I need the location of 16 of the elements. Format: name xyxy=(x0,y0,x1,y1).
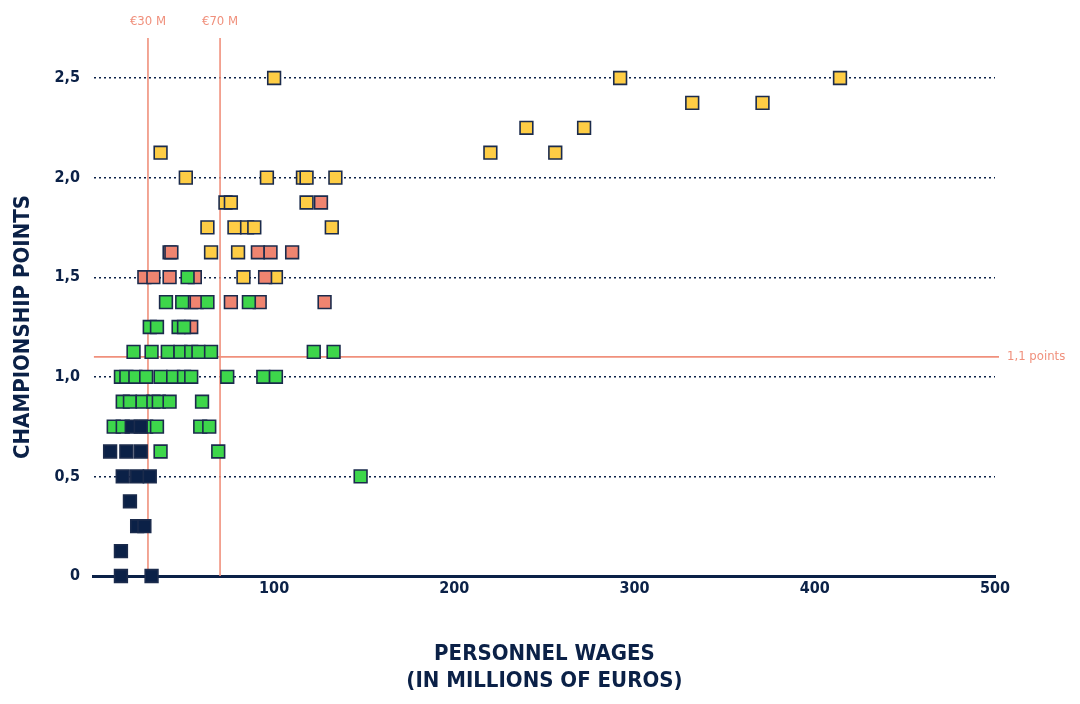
x-tick-label: 500 xyxy=(979,577,1011,597)
y-tick-label: 2,5 xyxy=(54,67,80,87)
x-tick-label: 300 xyxy=(619,577,650,597)
y-axis-title: CHAMPIONSHIP POINTS xyxy=(8,195,34,459)
x-tick-label: 400 xyxy=(799,577,830,597)
ref-line-label: 1,1 points xyxy=(1007,348,1066,364)
x-tick-label: 100 xyxy=(259,577,290,597)
x-tick-label: 200 xyxy=(439,577,470,597)
y-tick-label: 1,5 xyxy=(54,266,80,286)
y-tick-label: 2,0 xyxy=(54,166,80,186)
y-tick-label: 0,5 xyxy=(54,465,80,485)
y-tick-label: 1,0 xyxy=(54,365,80,385)
ref-line-label: €70 M xyxy=(201,12,239,28)
ref-line-label: €30 M xyxy=(129,12,167,28)
x-axis-title: PERSONNEL WAGES (IN MILLIONS OF EUROS) xyxy=(406,640,683,692)
y-tick-label: 0 xyxy=(69,565,80,585)
